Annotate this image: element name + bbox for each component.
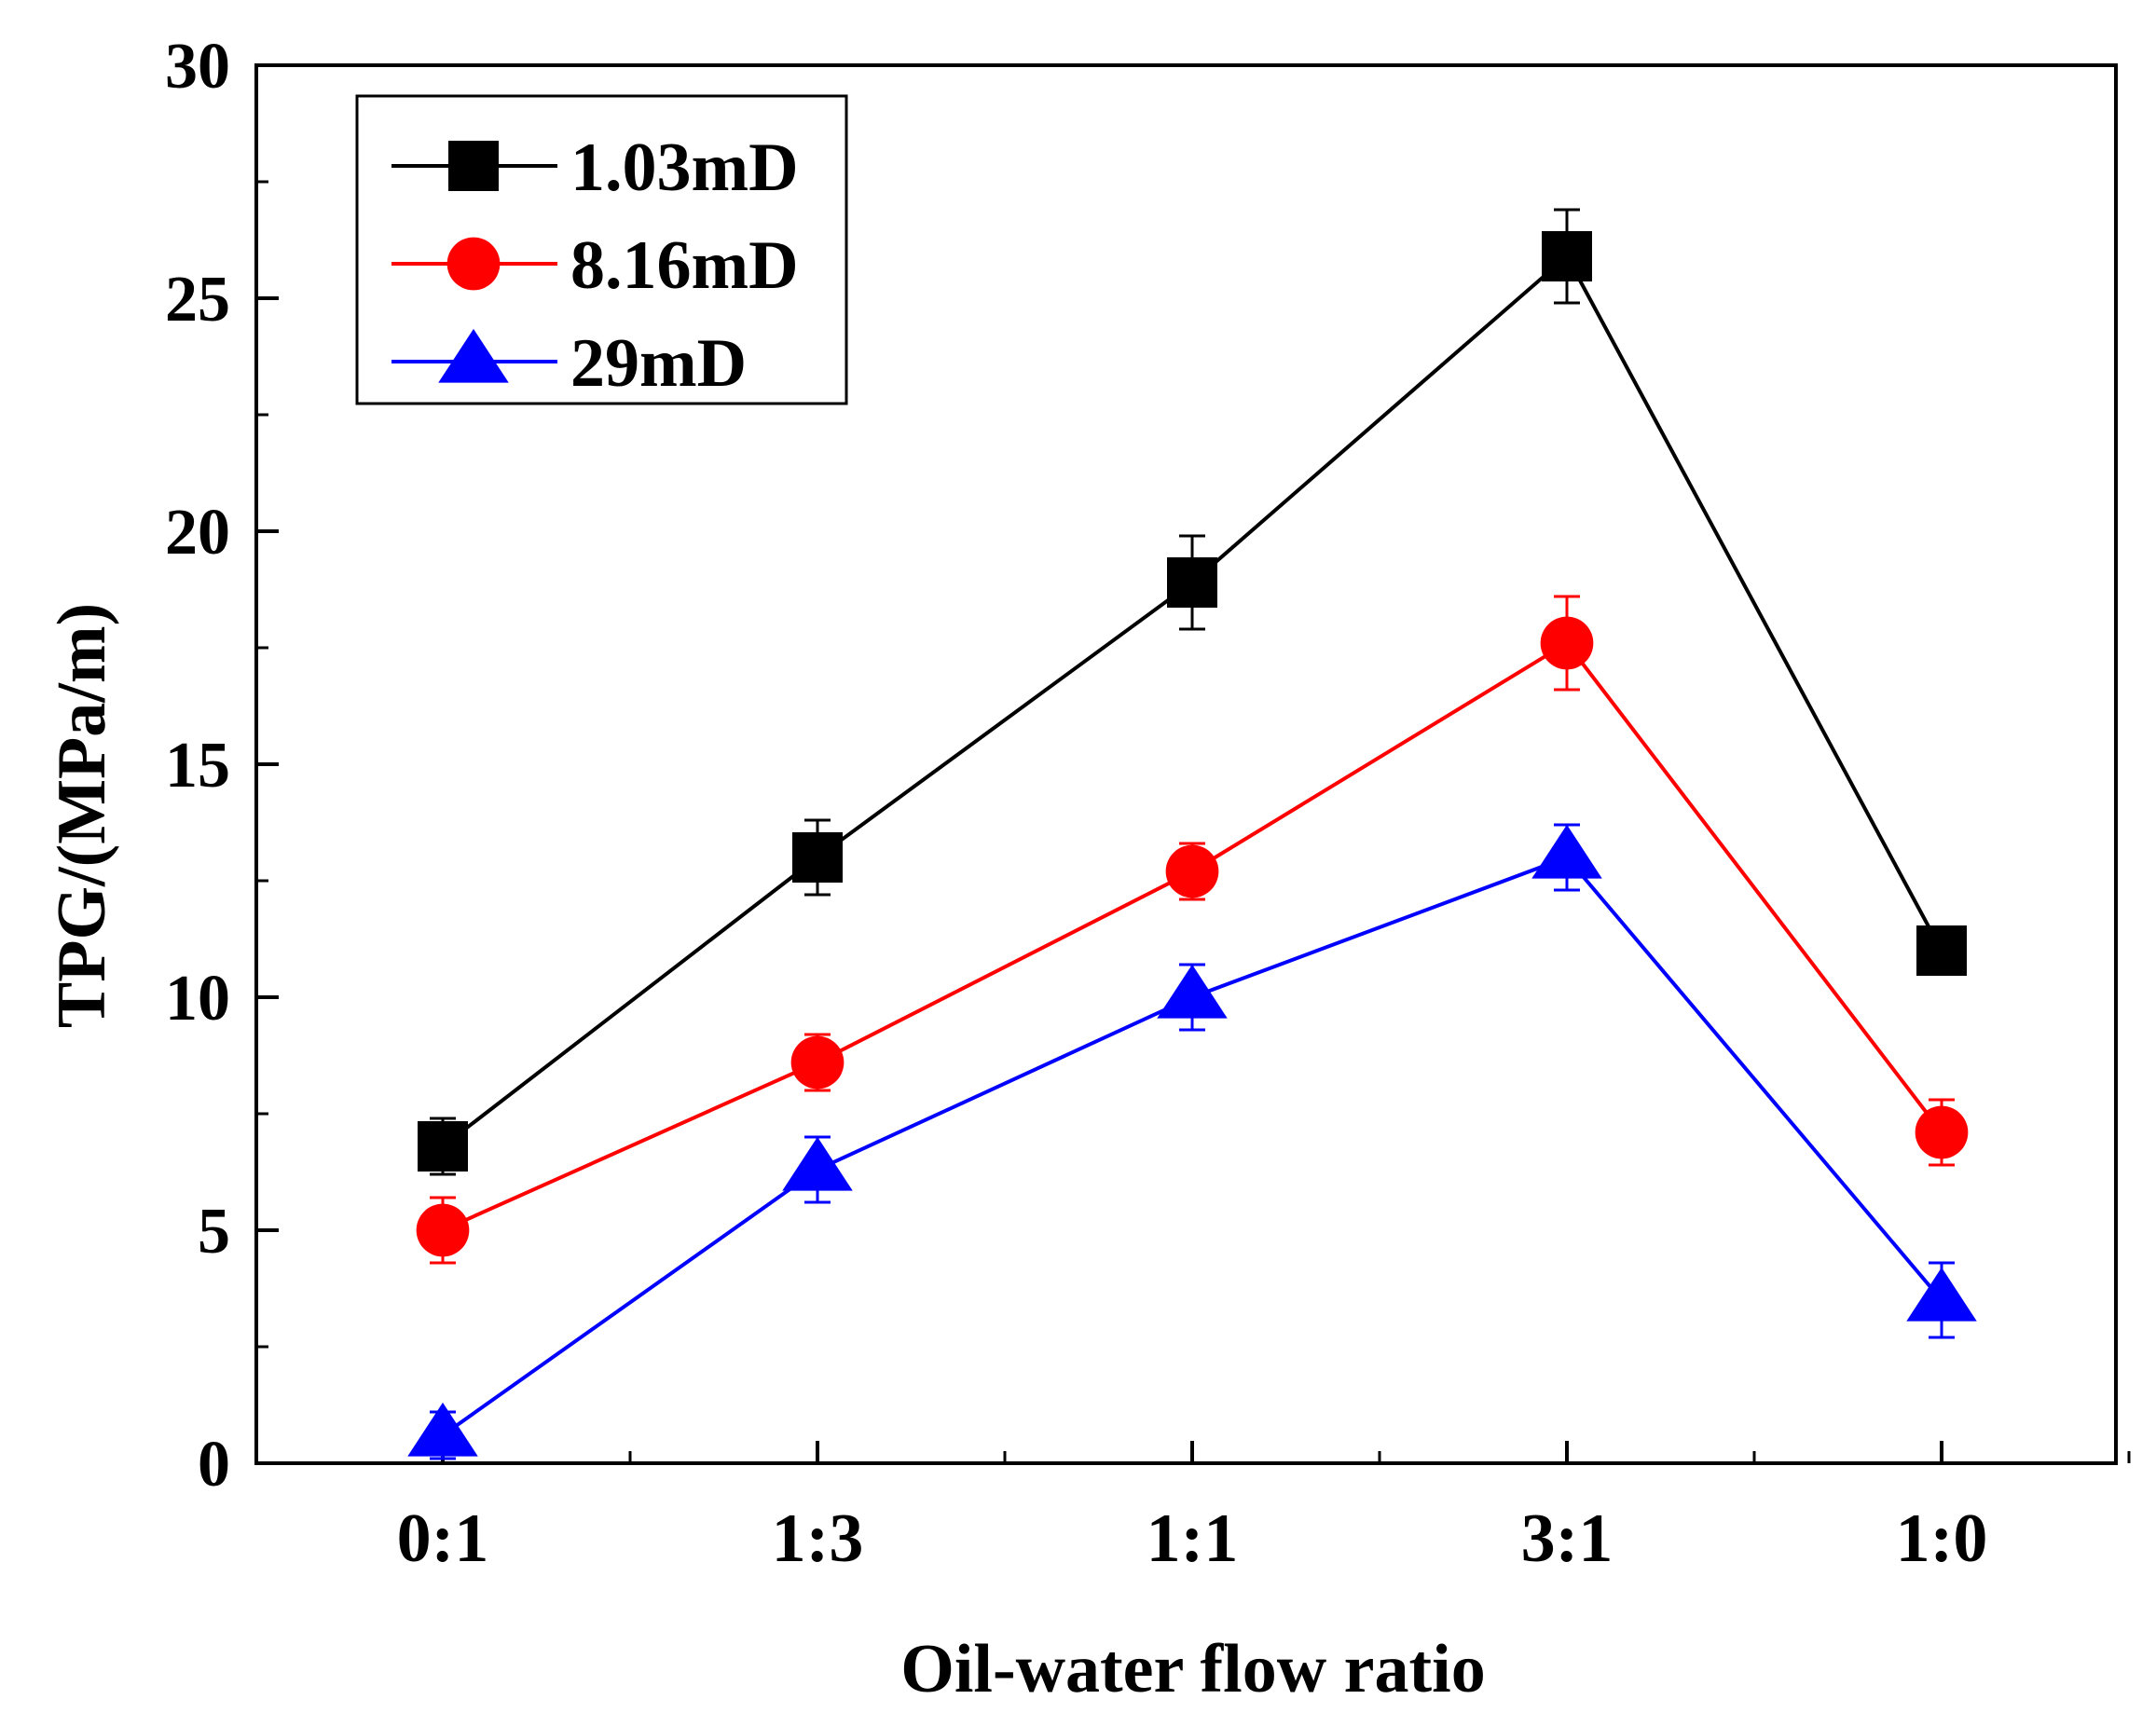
y-axis-label: TPG/(MPa/m)	[44, 603, 120, 1028]
legend-marker	[438, 328, 509, 383]
data-point	[792, 832, 843, 883]
data-point	[1540, 616, 1594, 670]
y-tick-label: 10	[165, 963, 230, 1035]
legend-label: 29mD	[570, 325, 747, 402]
x-tick-label: 1:3	[772, 1501, 864, 1577]
data-point	[1916, 925, 1967, 976]
x-tick-label: 1:0	[1896, 1501, 1988, 1577]
x-axis-label: Oil-water flow ratio	[900, 1631, 1485, 1707]
x-tick-label: 0:1	[397, 1501, 489, 1577]
data-point	[1531, 824, 1602, 879]
x-tick-label: 3:1	[1521, 1501, 1614, 1577]
series-layer	[407, 208, 1977, 1460]
legend-marker	[446, 237, 501, 291]
data-point	[1165, 844, 1219, 898]
data-point	[407, 1402, 478, 1457]
y-tick-label: 15	[165, 730, 230, 802]
data-point	[782, 1136, 853, 1191]
data-point	[790, 1035, 845, 1089]
series-line	[442, 640, 1943, 1232]
data-point	[1167, 557, 1217, 608]
x-tick-label: 1:1	[1147, 1501, 1239, 1577]
y-tick-label: 5	[198, 1196, 230, 1268]
legend-marker	[448, 141, 499, 191]
series-29mD	[407, 823, 1977, 1460]
data-point	[1542, 231, 1592, 281]
series-8.16mD	[416, 595, 1969, 1265]
data-point	[1915, 1105, 1969, 1159]
data-point	[416, 1203, 470, 1257]
axes-layer: 0 5 10 15 20 25 30 0:1 1:3 1:1 3:1 1:0	[165, 31, 2131, 1577]
data-point	[1157, 964, 1228, 1019]
legend: 1.03mD 8.16mD 29mD	[355, 94, 848, 405]
data-point	[418, 1121, 468, 1172]
legend-label: 8.16mD	[570, 227, 799, 304]
series-1.03mD	[418, 208, 1967, 1176]
y-tick-label: 30	[165, 31, 230, 103]
series-line	[441, 855, 1943, 1437]
y-tick-label: 0	[198, 1429, 230, 1501]
y-tick-label: 20	[165, 497, 230, 569]
legend-label: 1.03mD	[570, 130, 799, 206]
y-tick-label: 25	[165, 264, 230, 336]
data-point	[1906, 1267, 1977, 1322]
legend-box	[355, 94, 848, 405]
